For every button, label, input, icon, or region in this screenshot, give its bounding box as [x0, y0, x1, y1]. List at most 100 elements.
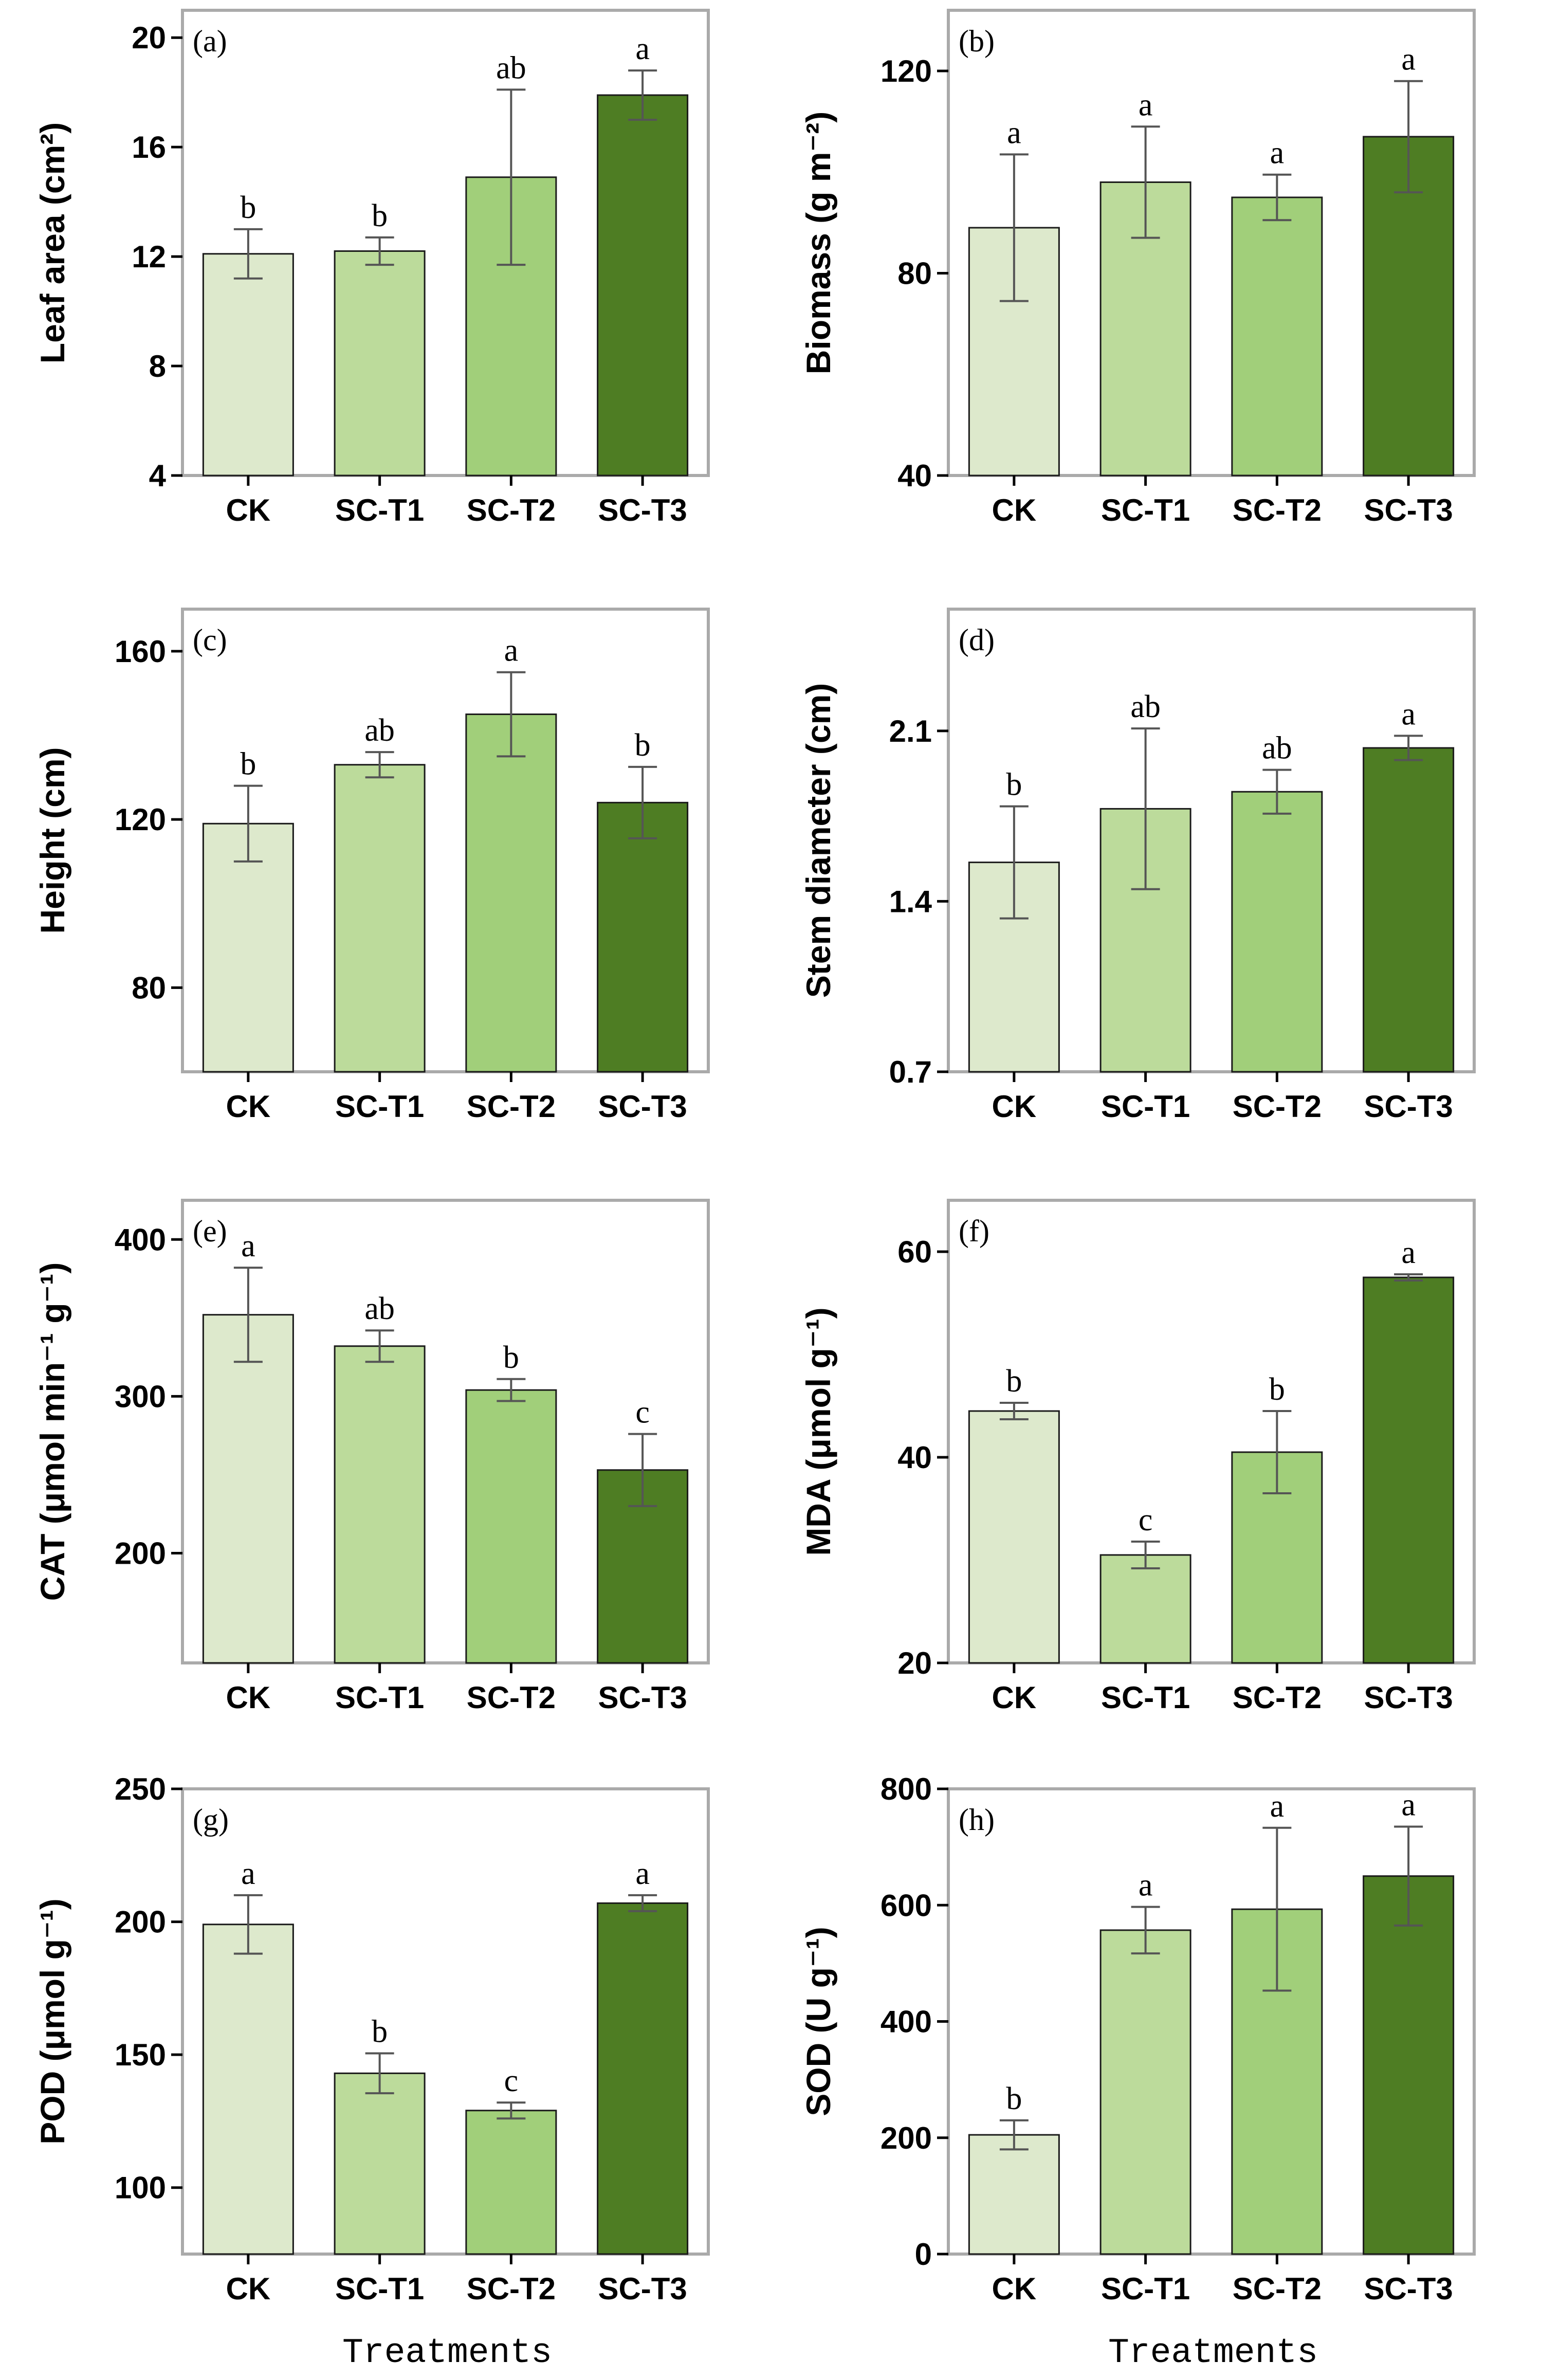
significance-letter: b — [503, 1340, 519, 1375]
chart-panel-c: 80 120 160 Height (cm) (c) b CK ab SC-T1 a SC-T2 b S… — [33, 608, 710, 1124]
significance-letter: a — [241, 1229, 255, 1264]
bar-ck — [202, 1924, 294, 2255]
y-tick-label: 250 — [115, 1772, 166, 1806]
panel-label: (f) — [959, 1214, 989, 1248]
y-axis-title: CAT (μmol min⁻¹ g⁻¹) — [33, 1262, 71, 1601]
significance-letter: a — [1270, 136, 1285, 171]
chart-panel-f: 20 40 60 MDA (μmol g⁻¹) (f) b CK c SC-T1 b SC-T2 a S… — [799, 1199, 1476, 1715]
x-tick-label: CK — [226, 1089, 271, 1124]
x-tick-label: SC-T2 — [1233, 1089, 1322, 1124]
significance-letter: c — [1139, 1503, 1153, 1537]
significance-letter: a — [1270, 1789, 1285, 1824]
bar-sc-t3 — [1363, 1276, 1455, 1664]
significance-letter: ab — [364, 713, 395, 748]
x-tick-label: CK — [992, 1089, 1037, 1124]
significance-letter: ab — [1130, 689, 1161, 724]
significance-letter: a — [504, 633, 519, 668]
significance-letter: b — [372, 198, 388, 233]
y-axis-title: MDA (μmol g⁻¹) — [799, 1307, 837, 1555]
plot-frame — [181, 9, 710, 477]
bar-sc-t2 — [465, 2110, 557, 2255]
x-tick-label: SC-T3 — [1364, 1089, 1453, 1124]
significance-letter: c — [635, 1395, 650, 1430]
y-tick-label: 100 — [115, 2171, 166, 2205]
bar-sc-t1 — [334, 764, 426, 1073]
panel-label: (a) — [193, 24, 227, 58]
y-tick-label: 200 — [115, 1536, 166, 1570]
bar-ck — [202, 1314, 294, 1664]
y-tick-label: 600 — [880, 1888, 932, 1923]
y-tick-label: 4 — [149, 459, 167, 493]
x-tick-label: SC-T3 — [598, 1089, 687, 1124]
x-tick-label: SC-T1 — [1101, 1680, 1190, 1715]
plot-frame — [947, 9, 1476, 477]
bar-sc-t1 — [1099, 1929, 1191, 2255]
significance-letter: b — [1006, 767, 1022, 802]
y-tick-label: 120 — [880, 54, 932, 88]
bar-sc-t3 — [597, 94, 689, 477]
y-axis-title: Height (cm) — [33, 747, 71, 934]
y-axis-title: SOD (U g⁻¹) — [799, 1927, 837, 2116]
y-tick-label: 8 — [149, 349, 166, 383]
significance-letter: b — [1269, 1372, 1285, 1407]
x-tick-label: CK — [226, 2272, 271, 2306]
significance-letter: a — [1139, 1868, 1153, 1903]
significance-letter: a — [1401, 1788, 1416, 1823]
plot-frame — [181, 1199, 710, 1664]
bar-sc-t3 — [1363, 747, 1455, 1073]
x-tick-label: SC-T1 — [335, 2272, 424, 2306]
x-tick-label: SC-T3 — [598, 1680, 687, 1715]
y-tick-label: 200 — [880, 2121, 932, 2155]
y-tick-label: 160 — [115, 634, 166, 669]
significance-letter: c — [504, 2063, 519, 2098]
y-tick-label: 2.1 — [889, 714, 932, 748]
y-tick-label: 40 — [897, 459, 932, 493]
y-tick-label: 12 — [132, 240, 166, 274]
plot-frame — [181, 1787, 710, 2256]
y-tick-label: 20 — [897, 1646, 932, 1680]
significance-letter: ab — [1262, 731, 1292, 766]
significance-letter: a — [1007, 115, 1021, 150]
x-tick-label: SC-T1 — [335, 1680, 424, 1715]
bar-sc-t2 — [1231, 791, 1323, 1073]
x-tick-label: SC-T3 — [1364, 493, 1453, 527]
x-tick-label: CK — [226, 1680, 271, 1715]
x-tick-label: SC-T1 — [335, 493, 424, 527]
y-tick-label: 200 — [115, 1905, 166, 1939]
y-tick-label: 400 — [880, 2005, 932, 2039]
significance-letter: a — [1401, 697, 1416, 731]
x-tick-label: CK — [226, 493, 271, 527]
y-tick-label: 400 — [115, 1222, 166, 1257]
x-tick-label: SC-T2 — [467, 2272, 556, 2306]
significance-letter: ab — [496, 50, 526, 85]
y-axis-title: Biomass (g m⁻²) — [799, 112, 837, 375]
y-tick-label: 0 — [915, 2237, 932, 2272]
x-tick-label: SC-T1 — [1101, 2272, 1190, 2306]
y-tick-label: 60 — [897, 1235, 932, 1269]
significance-letter: b — [635, 728, 651, 763]
x-tick-label: SC-T2 — [467, 1089, 556, 1124]
bar-ck — [968, 2134, 1060, 2255]
y-axis-title: POD (μmol g⁻¹) — [33, 1898, 71, 2145]
significance-letter: a — [635, 31, 650, 66]
chart-panel-e: 200 300 400 CAT (μmol min⁻¹ g⁻¹) (e) a CK ab SC-… — [33, 1199, 710, 1715]
bar-sc-t3 — [597, 801, 689, 1073]
x-tick-label: SC-T3 — [1364, 1680, 1453, 1715]
plot-frame — [947, 608, 1476, 1073]
x-axis-title-right: Treatments — [1108, 2333, 1318, 2373]
significance-letter: a — [635, 1856, 650, 1891]
bar-sc-t1 — [1099, 1554, 1191, 1664]
y-tick-label: 80 — [132, 971, 166, 1005]
chart-panel-d: 0.7 1.4 2.1 Stem diameter (cm) (d) b CK ab SC-T1… — [799, 608, 1476, 1124]
bar-sc-t2 — [465, 1389, 557, 1664]
panel-label: (h) — [959, 1803, 995, 1837]
panel-label: (c) — [193, 623, 227, 657]
plot-frame — [181, 608, 710, 1073]
panel-label: (g) — [193, 1803, 229, 1837]
significance-letter: a — [241, 1856, 255, 1891]
x-tick-label: SC-T3 — [1364, 2272, 1453, 2306]
bar-sc-t1 — [334, 2072, 426, 2255]
significance-letter: ab — [364, 1291, 395, 1326]
